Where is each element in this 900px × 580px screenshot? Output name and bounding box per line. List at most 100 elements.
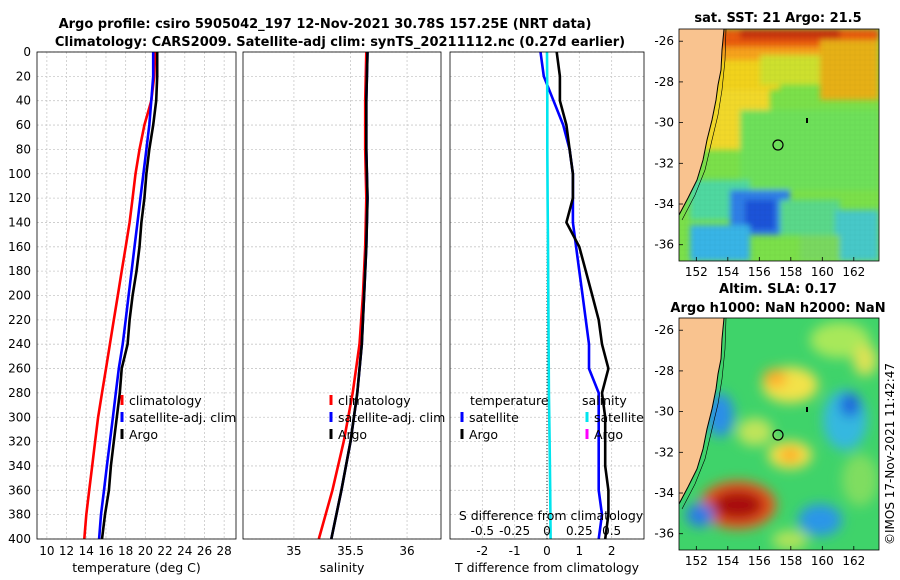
series-t-argo	[555, 51, 610, 540]
x-tick-label: -2	[476, 544, 488, 558]
x-axis-label: T difference from climatology	[454, 560, 640, 575]
y-tick-label: 340	[8, 459, 31, 473]
series-satellite-adj-clim	[97, 52, 155, 540]
map-x-tick-label: 156	[748, 554, 771, 568]
map-x-tick-label: 156	[748, 265, 771, 279]
y-tick-label: 20	[16, 69, 31, 83]
sla-map-title-line2: Argo h1000: NaN h2000: NaN	[670, 301, 885, 316]
x-tick-label: 1	[576, 544, 584, 558]
sst-map: sat. SST: 21 Argo: 21.5	[654, 11, 880, 279]
map-x-tick-label: 160	[811, 265, 834, 279]
y-tick-label: 100	[8, 167, 31, 181]
map-x-tick-label: 158	[779, 265, 802, 279]
y-tick-label: 260	[8, 362, 31, 376]
title-line1: Argo profile: csiro 5905042_197 12-Nov-2…	[59, 17, 592, 32]
y-tick-label: 180	[8, 264, 31, 278]
plot-frame	[449, 51, 645, 540]
x-tick-label: 0	[543, 544, 551, 558]
map-x-tick-label: 152	[685, 265, 708, 279]
x-tick-label: 20	[138, 544, 153, 558]
y-tick-label: 400	[8, 532, 31, 546]
y-tick-label: 280	[8, 386, 31, 400]
x-tick-label: 12	[59, 544, 74, 558]
series-argo	[100, 52, 159, 540]
sla-map: Altim. SLA: 0.17 Argo h1000: NaN h2000: …	[654, 282, 885, 568]
panel-differences: -2 -1 0 1 2 T difference from climatology S di…	[449, 51, 645, 575]
legend-label: satellite	[594, 410, 644, 425]
legend-label: Argo	[594, 427, 623, 442]
x-tick-label: 28	[217, 544, 232, 558]
map-x-tick-label: 158	[779, 554, 802, 568]
map-x-tick-label: 154	[716, 554, 739, 568]
y-tick-label: 0	[23, 45, 31, 59]
map-y-tick-label: -36	[654, 238, 674, 252]
map-y-tick-label: -26	[654, 34, 674, 48]
legend-label: climatology	[338, 393, 411, 408]
top-axis-label: S difference from climatology	[459, 508, 644, 523]
y-tick-label: 160	[8, 240, 31, 254]
map-x-tick-label: 162	[842, 265, 865, 279]
plot-frame	[242, 51, 442, 540]
sst-map-title: sat. SST: 21 Argo: 21.5	[694, 11, 861, 26]
x-tick-label: -1	[509, 544, 521, 558]
series-climatology	[83, 51, 157, 540]
sst-map-frame	[678, 28, 880, 262]
map-y-tick-label: -30	[654, 405, 674, 419]
sla-argo-marker	[772, 429, 784, 441]
legend-label: Argo	[469, 427, 498, 442]
map-y-tick-label: -28	[654, 75, 674, 89]
map-y-tick-label: -34	[654, 486, 674, 500]
map-x-tick-label: 162	[842, 554, 865, 568]
legend-label: satellite-adj. clim	[129, 410, 236, 425]
legend-label: climatology	[129, 393, 202, 408]
x-tick-label: 16	[98, 544, 113, 558]
s-tick-label: 0	[543, 524, 551, 538]
map-y-tick-label: -26	[654, 323, 674, 337]
x-axis-label: temperature (deg C)	[72, 560, 201, 575]
y-tick-label: 300	[8, 410, 31, 424]
series-argo	[330, 51, 369, 540]
watermark: ©IMOS 17-Nov-2021 11:42:47	[883, 363, 897, 545]
title-line2: Climatology: CARS2009. Satellite-adj cli…	[55, 35, 625, 50]
x-tick-label: 2	[608, 544, 616, 558]
series-t-satellite	[539, 51, 604, 540]
y-tick-label: 140	[8, 215, 31, 229]
legend-label: Argo	[129, 427, 158, 442]
x-tick-label: 35.5	[337, 544, 364, 558]
y-tick-label: 120	[8, 191, 31, 205]
sla-map-title-line1: Altim. SLA: 0.17	[719, 282, 837, 297]
y-tick-label: 360	[8, 483, 31, 497]
y-tick-label: 220	[8, 313, 31, 327]
x-tick-label: 22	[157, 544, 172, 558]
x-tick-label: 26	[197, 544, 212, 558]
s-tick-label: 0.25	[566, 524, 593, 538]
x-axis-label: salinity	[320, 560, 365, 575]
map-x-tick-label: 160	[811, 554, 834, 568]
legend-temperature-title: temperature	[470, 393, 549, 408]
map-y-tick-label: -34	[654, 197, 674, 211]
map-y-tick-label: -28	[654, 364, 674, 378]
legend-label: satellite-adj. clim	[338, 410, 445, 425]
y-tick-label: 80	[16, 142, 31, 156]
sla-map-frame	[678, 317, 880, 551]
x-tick-label: 36	[399, 544, 414, 558]
y-tick-label: 60	[16, 118, 31, 132]
sst-argo-marker	[772, 139, 784, 151]
x-tick-label: 35	[286, 544, 301, 558]
series-s-satellite	[545, 51, 552, 540]
y-tick-label: 200	[8, 289, 31, 303]
map-y-tick-label: -30	[654, 116, 674, 130]
x-tick-label: 14	[79, 544, 94, 558]
y-tick-label: 240	[8, 337, 31, 351]
legend-label: Argo	[338, 427, 367, 442]
legend-salinity-title: salinity	[582, 393, 627, 408]
s-tick-label: -0.25	[499, 524, 530, 538]
map-y-tick-label: -32	[654, 156, 674, 170]
panel-temperature: 0 20 40 60 80 100 120 140 160 180 200 220 240 260 280 3…	[8, 45, 237, 575]
map-y-tick-label: -32	[654, 445, 674, 459]
legend-label: satellite	[469, 410, 519, 425]
map-x-tick-label: 152	[685, 554, 708, 568]
y-tick-label: 320	[8, 435, 31, 449]
s-tick-label: 0.5	[602, 524, 621, 538]
